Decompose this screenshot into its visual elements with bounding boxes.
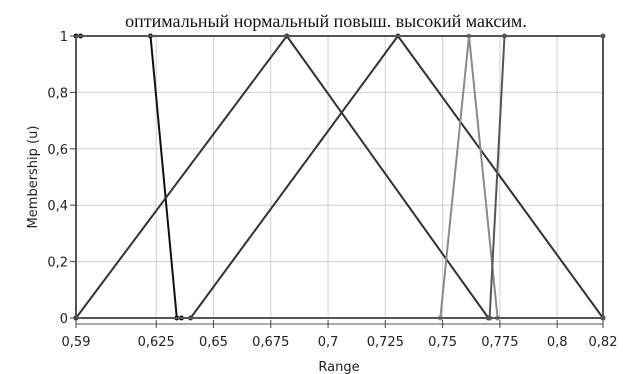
- x-tick-label: 0,82: [589, 335, 618, 350]
- chart-title: оптимальный нормальный повыш. высокий ма…: [125, 11, 527, 31]
- x-axis: 0,59 0,625 0,65 0,675 0,7 0,725 0,75 0,775 0,8 0,…: [62, 320, 618, 350]
- x-tick-label: 0,625: [138, 335, 175, 350]
- grid: [76, 36, 603, 318]
- y-tick-label: 0,2: [47, 256, 68, 271]
- x-tick-label: 0,75: [428, 335, 457, 350]
- x-tick-label: 0,59: [62, 335, 91, 350]
- y-tick-label: 1: [60, 30, 68, 45]
- x-tick-label: 0,65: [199, 335, 228, 350]
- plot-border: [75, 35, 604, 319]
- x-tick-label: 0,775: [481, 335, 518, 350]
- y-tick-label: 0,6: [47, 143, 68, 158]
- x-tick-label: 0,7: [318, 335, 339, 350]
- x-axis-label: Range: [318, 360, 359, 374]
- y-tick-label: 0,4: [47, 199, 68, 214]
- y-tick-label: 0,8: [47, 86, 68, 101]
- x-tick-label: 0,8: [547, 335, 568, 350]
- y-axis-label: Membership (u): [26, 126, 41, 229]
- y-axis: 0 0,2 0,4 0,6 0,8 1: [47, 30, 76, 327]
- x-tick-label: 0,725: [367, 335, 404, 350]
- x-tick-label: 0,675: [252, 335, 289, 350]
- y-tick-label: 0: [60, 312, 68, 327]
